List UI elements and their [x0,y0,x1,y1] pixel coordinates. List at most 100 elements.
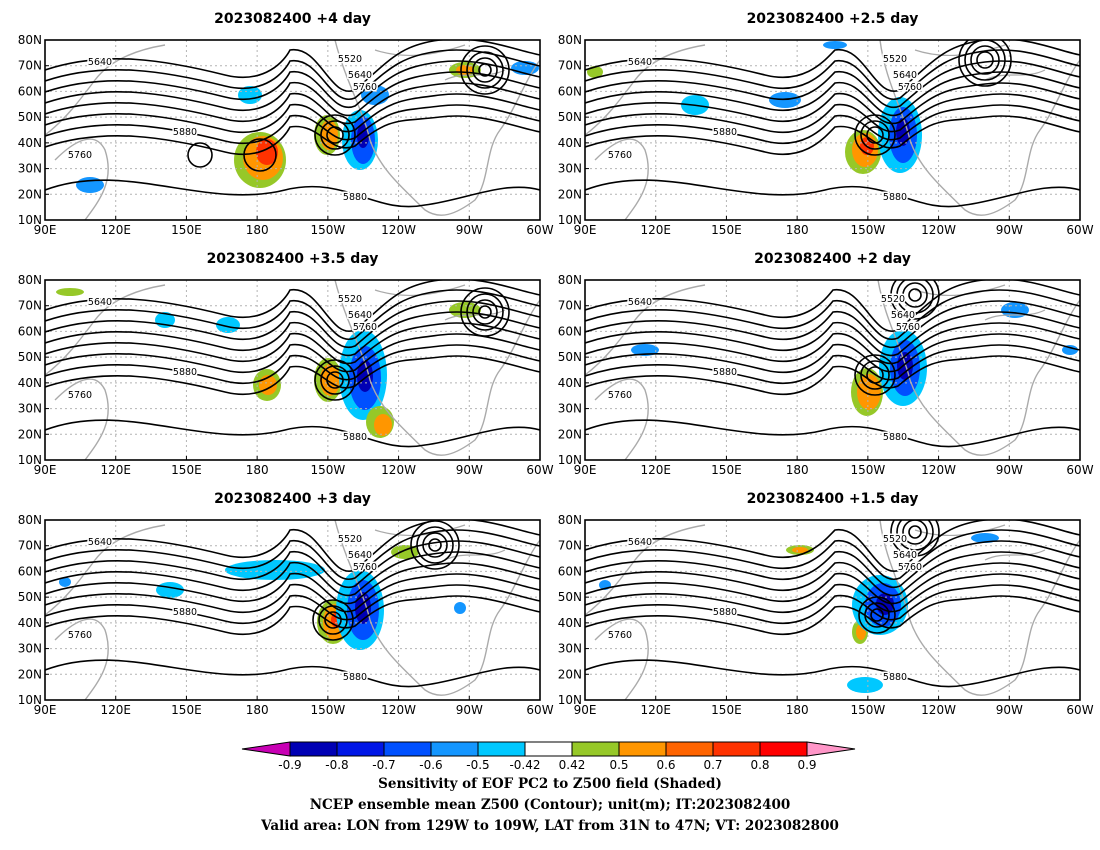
lat-tick-label: 70N [18,539,42,553]
contour-label: 5760 [68,390,92,401]
colorbar-segment [759,741,808,757]
lon-tick-label: 90W [996,703,1023,717]
lat-tick-label: 20N [558,427,582,441]
colorbar-tick-label: 0.8 [750,758,769,772]
contour-label: 5760 [353,82,377,93]
z500-contour [585,419,1080,448]
z500-closed-contour [860,120,890,150]
lat-tick-label: 30N [18,162,42,176]
lat-tick-label: 80N [558,33,582,47]
contour-label: 5760 [68,150,92,161]
contour-label: 5880 [713,367,737,378]
z500-closed-contour [318,605,348,635]
panel-frame [44,39,541,221]
lat-tick-label: 70N [18,299,42,313]
z500-contour [585,573,1080,613]
z500-contour [585,344,1080,384]
z500-closed-contour [478,63,492,77]
lat-tick-label: 60N [558,564,582,578]
z500-closed-contour [320,120,350,150]
sensitivity-shading [631,344,659,356]
contour-label: 5520 [883,54,907,65]
lon-tick-label: 120W [381,463,416,477]
coastline-north-america [334,40,540,216]
z500-closed-contour [320,365,350,395]
z500-contour [585,322,1080,365]
contour-label: 5760 [353,562,377,573]
contour-label: 5640 [348,70,372,81]
lat-tick-label: 60N [558,324,582,338]
z500-contour [585,584,1080,624]
lat-tick-label: 80N [558,513,582,527]
z500-closed-contour [902,282,928,308]
lat-tick-label: 30N [558,402,582,416]
lon-tick-label: 120W [381,223,416,237]
z500-contour [45,40,540,92]
lon-tick-label: 150W [310,463,345,477]
z500-contour [45,311,540,357]
lon-tick-label: 60W [526,463,553,477]
colorbar-segment [665,741,714,757]
z500-contour [585,540,1080,589]
coastline-north-america [879,520,1080,696]
lon-tick-label: 150E [171,223,202,237]
contour-label: 5760 [608,390,632,401]
map-panel: 552056405760588057605640588080N70N60N50N… [558,11,1094,237]
lon-tick-label: 120E [100,703,131,717]
colorbar-tick-label: -0.7 [372,758,395,772]
z500-contour [585,289,1080,341]
z500-closed-contour [870,608,884,622]
z500-closed-contour [466,51,504,89]
lat-tick-label: 50N [558,350,582,364]
z500-closed-contour [866,366,884,384]
z500-closed-contour [410,520,460,570]
z500-contour [45,49,540,101]
lat-tick-label: 80N [18,273,42,287]
lon-tick-label: 90E [34,703,57,717]
lat-tick-label: 30N [558,642,582,656]
lon-tick-label: 120W [921,223,956,237]
z500-closed-contour [314,114,356,156]
lat-tick-label: 40N [558,376,582,390]
z500-contour [585,71,1080,117]
z500-contour [585,595,1080,635]
contour-label: 5520 [881,294,905,305]
z500-closed-contour [866,126,884,144]
z500-closed-contour [896,520,934,551]
z500-contour [45,289,540,341]
contour-label: 5640 [628,57,652,68]
coastline-north-america [877,280,1080,456]
lat-tick-label: 60N [558,84,582,98]
colorbar-segment [336,741,385,757]
z500-closed-contour [958,40,1012,87]
contour-label: 5640 [893,70,917,81]
z500-contour [45,71,540,117]
lon-tick-label: 90E [574,463,597,477]
map-panel: 552056405760588057605640588080N70N60N50N… [558,491,1094,717]
contour-label: 5640 [88,537,112,548]
lon-tick-label: 90E [34,223,57,237]
lon-tick-label: 180 [786,463,809,477]
z500-closed-contour [187,142,213,168]
lon-tick-label: 150E [711,223,742,237]
z500-closed-contour [890,520,940,557]
panel-title: 2023082400 +1.5 day [747,491,919,507]
lon-tick-label: 60W [1066,463,1093,477]
z500-closed-contour [860,360,890,390]
contour-label: 5760 [68,630,92,641]
lat-tick-label: 20N [18,427,42,441]
contour-label: 5880 [883,432,907,443]
colorbar-high-arrow [806,741,856,757]
lon-tick-label: 90W [996,463,1023,477]
lat-tick-label: 50N [558,110,582,124]
sensitivity-shading [216,317,240,333]
lat-tick-label: 10N [558,213,582,227]
z500-contour [45,520,540,572]
panel-title: 2023082400 +4 day [214,11,371,27]
lon-tick-label: 180 [786,223,809,237]
lat-tick-label: 70N [558,59,582,73]
map-panel: 552056405760588057605640588080N70N60N50N… [18,11,554,237]
z500-closed-contour [422,532,448,558]
coastline-north-america [879,40,1080,216]
